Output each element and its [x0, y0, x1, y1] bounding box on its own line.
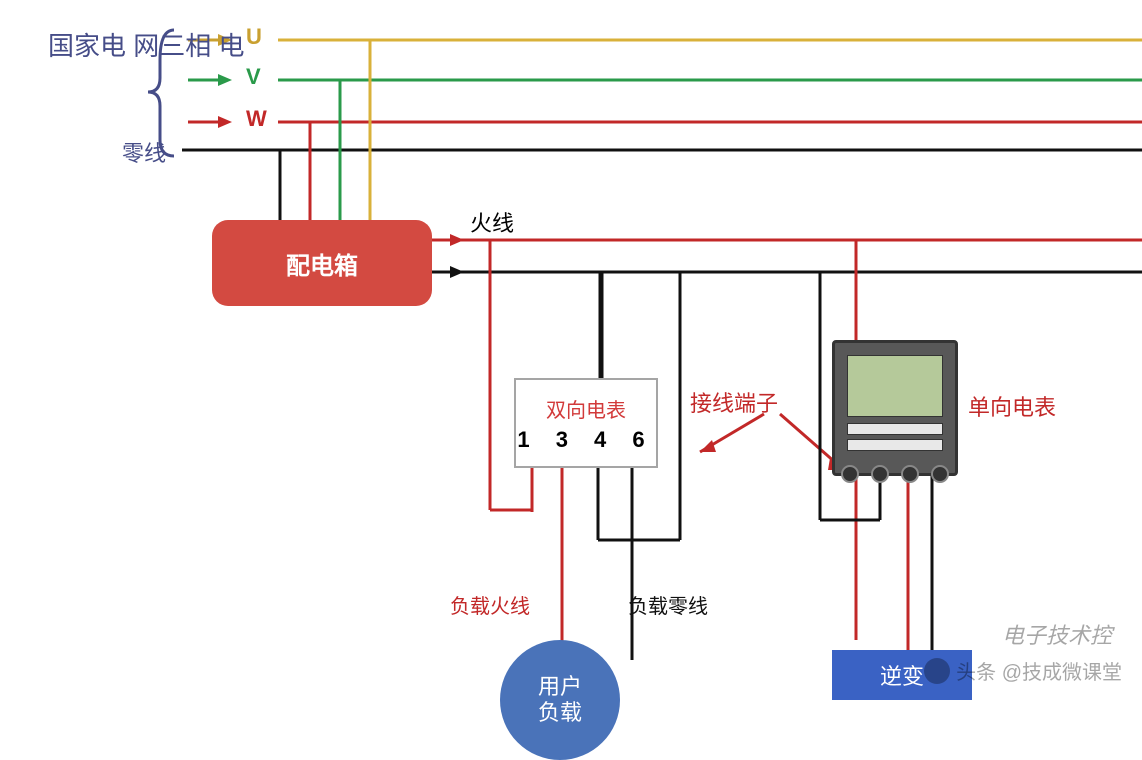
live-line-label: 火线 — [470, 206, 514, 238]
two-way-meter-terminals: 1 3 4 6 — [517, 427, 654, 453]
two-way-meter-title: 双向电表 — [546, 394, 626, 423]
watermark: 头条 @技成微课堂 — [924, 656, 1122, 685]
two-way-meter: 双向电表 1 3 4 6 — [514, 378, 658, 468]
load-neutral-label: 负载零线 — [628, 590, 708, 619]
user-load-label1: 用户 — [538, 674, 582, 700]
inverter-label: 逆变 — [880, 659, 924, 691]
watermark-2: 电子技术控 — [1002, 618, 1112, 650]
phase-W-label: W — [246, 106, 267, 132]
distribution-box: 配电箱 — [212, 220, 432, 306]
phase-N-label: 零线 — [122, 136, 166, 168]
user-load-label2: 负载 — [538, 700, 582, 726]
single-meter-label: 单向电表 — [968, 390, 1056, 422]
arrow-W — [188, 116, 232, 128]
wiring-diagram — [0, 0, 1142, 700]
distribution-box-label: 配电箱 — [286, 246, 358, 281]
user-load: 用户 负载 — [500, 640, 620, 760]
load-live-label: 负载火线 — [450, 590, 530, 619]
arrow-V — [188, 74, 232, 86]
phase-V-label: V — [246, 64, 261, 90]
watermark-text: 头条 @技成微课堂 — [956, 656, 1122, 685]
phase-U-label: U — [246, 24, 262, 50]
header-title: 国家电 网三相 电 — [48, 28, 244, 64]
terminal-label: 接线端子 — [690, 386, 778, 418]
watermark-icon — [924, 658, 950, 684]
single-meter — [832, 340, 958, 476]
